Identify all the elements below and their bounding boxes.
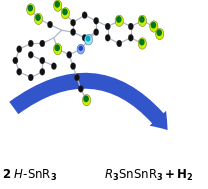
Ellipse shape xyxy=(53,0,62,11)
Ellipse shape xyxy=(156,28,164,40)
Ellipse shape xyxy=(94,17,99,24)
Ellipse shape xyxy=(78,85,83,92)
Ellipse shape xyxy=(51,63,56,70)
Ellipse shape xyxy=(139,16,145,23)
Ellipse shape xyxy=(150,21,158,32)
Ellipse shape xyxy=(139,39,145,46)
Ellipse shape xyxy=(13,57,18,64)
Ellipse shape xyxy=(77,44,84,54)
Ellipse shape xyxy=(28,40,33,47)
Ellipse shape xyxy=(105,23,110,30)
Ellipse shape xyxy=(28,74,33,81)
Ellipse shape xyxy=(71,29,76,36)
Ellipse shape xyxy=(27,5,33,12)
Ellipse shape xyxy=(82,34,87,41)
Ellipse shape xyxy=(61,8,69,19)
Ellipse shape xyxy=(151,22,156,29)
Ellipse shape xyxy=(28,51,33,58)
Ellipse shape xyxy=(105,34,110,41)
Ellipse shape xyxy=(117,40,122,47)
Ellipse shape xyxy=(40,68,45,75)
Ellipse shape xyxy=(138,38,146,49)
Ellipse shape xyxy=(17,46,22,53)
Ellipse shape xyxy=(74,74,79,81)
Ellipse shape xyxy=(34,13,43,25)
Ellipse shape xyxy=(71,63,76,70)
Ellipse shape xyxy=(54,1,60,8)
Ellipse shape xyxy=(83,95,89,102)
Ellipse shape xyxy=(54,44,60,51)
Ellipse shape xyxy=(17,68,22,75)
FancyArrowPatch shape xyxy=(9,73,168,130)
Text: $\mathbf{\mathit{R}_3\text{SnSnR}_3 + H_2}$: $\mathbf{\mathit{R}_3\text{SnSnR}_3 + H_… xyxy=(104,168,194,183)
Ellipse shape xyxy=(27,4,35,15)
Ellipse shape xyxy=(62,9,68,15)
Ellipse shape xyxy=(82,12,87,19)
Ellipse shape xyxy=(40,40,45,47)
Ellipse shape xyxy=(84,34,93,45)
Ellipse shape xyxy=(78,46,83,51)
Ellipse shape xyxy=(156,29,162,36)
Ellipse shape xyxy=(94,29,99,36)
Ellipse shape xyxy=(138,15,146,26)
Text: $\mathbf{2\ \mathit{H}\text{-SnR}_3}$: $\mathbf{2\ \mathit{H}\text{-SnR}_3}$ xyxy=(2,168,57,183)
Ellipse shape xyxy=(116,16,121,23)
Ellipse shape xyxy=(67,51,72,58)
Ellipse shape xyxy=(128,34,133,41)
Ellipse shape xyxy=(71,19,76,26)
Ellipse shape xyxy=(40,57,45,64)
Ellipse shape xyxy=(115,15,123,26)
Ellipse shape xyxy=(128,23,133,30)
Ellipse shape xyxy=(82,94,91,106)
Ellipse shape xyxy=(85,36,90,42)
Ellipse shape xyxy=(47,21,53,28)
Ellipse shape xyxy=(53,43,62,55)
Ellipse shape xyxy=(35,14,41,21)
